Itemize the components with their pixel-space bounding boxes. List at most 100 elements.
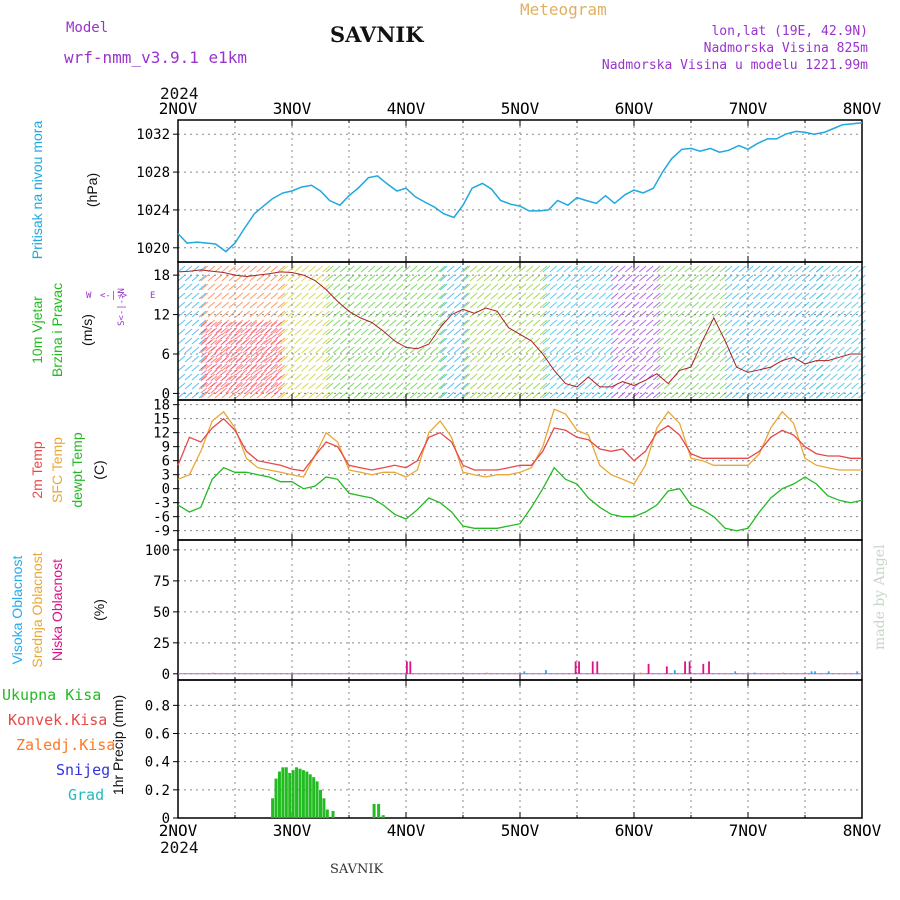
- wind-arrow: [462, 274, 471, 282]
- wind-arrow: [598, 328, 607, 336]
- wind-arrow: [332, 274, 341, 282]
- wind-arrow: [617, 382, 626, 390]
- wind-arrow: [308, 292, 316, 300]
- wind-arrow: [265, 327, 273, 334]
- wind-arrow: [719, 373, 728, 381]
- wind-arrow: [270, 333, 278, 340]
- wind-arrow: [423, 346, 432, 354]
- wind-arrow: [610, 364, 619, 372]
- wind-arrow: [631, 319, 640, 327]
- wind-arrow: [605, 364, 614, 372]
- wind-arrow: [677, 292, 686, 300]
- wind-arrow: [656, 274, 665, 282]
- wind-arrow: [598, 346, 607, 354]
- wind-arrow: [315, 355, 323, 363]
- wind-arrow: [684, 265, 693, 273]
- wind-arrow: [437, 319, 446, 327]
- wind-arrow: [215, 375, 223, 382]
- wind-arrow: [265, 381, 273, 388]
- wind-arrow: [437, 337, 446, 345]
- wind-arrow: [353, 373, 362, 381]
- wind-arrow: [577, 274, 586, 282]
- wind-arrow: [287, 283, 295, 291]
- wind-arrow: [525, 328, 534, 336]
- y-tick-label: 1032: [136, 127, 170, 143]
- wind-arrow: [794, 283, 803, 291]
- wind-arrow: [712, 382, 721, 390]
- cloud-bar: [639, 672, 642, 674]
- wind-arrow: [214, 319, 223, 327]
- wind-arrow: [787, 346, 796, 354]
- wind-arrow: [504, 283, 513, 291]
- wind-arrow: [724, 328, 733, 336]
- wind-arrow: [677, 310, 686, 318]
- wind-arrow: [837, 265, 845, 273]
- wind-arrow: [315, 274, 323, 282]
- wind-arrow: [719, 283, 728, 291]
- wind-arrow: [823, 319, 831, 327]
- wind-arrow: [294, 346, 302, 354]
- wind-arrow: [395, 373, 404, 381]
- y-tick-label: 0.6: [145, 727, 170, 743]
- wind-arrow: [416, 310, 425, 318]
- wind-arrow: [198, 283, 207, 291]
- wind-arrow: [766, 283, 775, 291]
- wind-arrow: [308, 364, 316, 372]
- wind-arrow: [577, 355, 586, 363]
- wind-arrow: [240, 381, 248, 388]
- wind-arrow: [712, 301, 721, 309]
- wind-arrow: [439, 310, 448, 318]
- wind-arrow: [677, 301, 686, 309]
- wind-arrow: [719, 382, 728, 390]
- wind-arrow: [794, 265, 803, 273]
- wind-arrow: [490, 319, 499, 327]
- precip-bar: [274, 778, 278, 818]
- wind-arrow: [220, 339, 228, 346]
- wind-arrow: [250, 375, 258, 382]
- wind-arrow: [462, 391, 471, 399]
- wind-arrow: [539, 328, 548, 336]
- wind-arrow: [416, 337, 425, 345]
- wind-arrow: [270, 328, 279, 336]
- wind-arrow: [605, 373, 614, 381]
- wind-arrow: [591, 346, 600, 354]
- wind-arrow: [837, 292, 845, 300]
- wind-arrow: [504, 301, 513, 309]
- wind-arrow: [184, 382, 193, 390]
- wind-arrow: [301, 274, 309, 282]
- precip-bar: [288, 772, 292, 818]
- wind-arrow: [198, 337, 207, 345]
- wind-arrow: [698, 292, 707, 300]
- wind-arrow: [808, 283, 817, 291]
- wind-arrow: [691, 328, 700, 336]
- wind-arrow: [469, 274, 478, 282]
- wind-arrow: [731, 382, 740, 390]
- wind-arrow: [844, 328, 852, 336]
- wind-arrow: [851, 364, 859, 372]
- wind-arrow: [249, 274, 258, 282]
- wind-arrow: [610, 355, 619, 363]
- wind-arrow: [801, 373, 810, 381]
- wind-arrow: [504, 274, 513, 282]
- wind-arrow: [745, 319, 754, 327]
- wind-arrow: [511, 373, 520, 381]
- wind-arrow: [691, 373, 700, 381]
- wind-arrow: [598, 310, 607, 318]
- wind-arrow: [652, 391, 661, 399]
- wind-arrow: [280, 337, 288, 345]
- wind-arrow: [610, 274, 619, 282]
- wind-arrow: [556, 265, 565, 273]
- wind-arrow: [584, 364, 593, 372]
- wind-arrow: [230, 345, 238, 352]
- wind-arrow: [270, 283, 279, 291]
- wind-arrow: [220, 321, 228, 328]
- wind-arrow: [215, 321, 223, 328]
- wind-arrow: [663, 274, 672, 282]
- wind-arrow: [277, 328, 286, 336]
- wind-arrow: [577, 310, 586, 318]
- wind-arrow: [184, 274, 193, 282]
- wind-arrow: [339, 391, 348, 399]
- wind-arrow: [773, 319, 782, 327]
- wind-arrow: [542, 328, 551, 336]
- wind-arrow: [556, 310, 565, 318]
